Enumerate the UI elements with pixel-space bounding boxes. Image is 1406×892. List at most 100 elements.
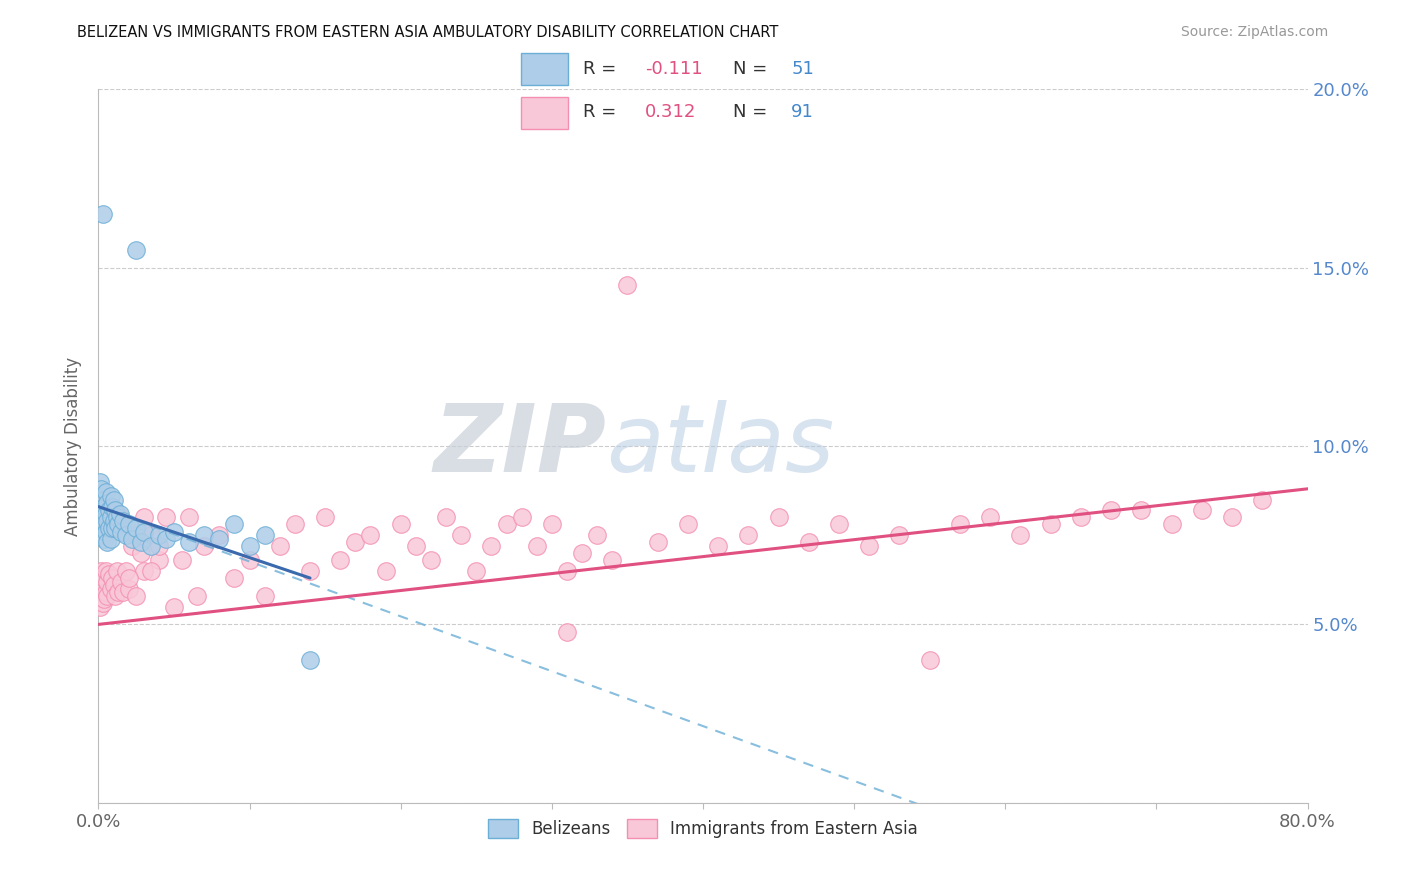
Point (571, 546, 593, 560)
Point (111, 585, 134, 599)
Point (114, 564, 136, 578)
Point (141, 564, 163, 578)
Point (676, 517, 699, 532)
Point (91, 207, 114, 221)
Point (737, 528, 759, 542)
Point (94, 485, 117, 500)
Point (510, 510, 533, 524)
Point (125, 243, 148, 257)
Point (253, 589, 276, 603)
Point (93, 571, 115, 585)
Text: ZIP: ZIP (433, 400, 606, 492)
Point (344, 535, 367, 549)
Point (91, 492, 114, 507)
Point (1099, 503, 1122, 517)
Point (1039, 517, 1062, 532)
Point (91, 528, 114, 542)
Point (208, 532, 231, 546)
Point (129, 535, 152, 549)
Point (768, 510, 790, 524)
Point (434, 510, 457, 524)
Point (299, 564, 322, 578)
Point (208, 528, 231, 542)
Point (132, 564, 155, 578)
Point (179, 535, 201, 549)
Point (89, 475, 111, 489)
Point (103, 492, 125, 507)
Point (555, 624, 578, 639)
Text: 91: 91 (792, 103, 814, 121)
Point (107, 585, 129, 599)
Point (481, 539, 503, 553)
Point (647, 535, 669, 549)
Point (828, 517, 851, 532)
Point (100, 582, 122, 596)
Point (148, 553, 170, 567)
Point (224, 571, 246, 585)
Text: -0.111: -0.111 (645, 60, 703, 78)
Point (1130, 503, 1153, 517)
Point (616, 278, 638, 293)
Point (374, 564, 396, 578)
Point (118, 517, 141, 532)
Point (450, 528, 472, 542)
Point (90, 482, 112, 496)
Text: 0.312: 0.312 (645, 103, 696, 121)
Point (93, 514, 115, 528)
Point (104, 503, 127, 517)
Point (540, 517, 562, 532)
Point (141, 528, 163, 542)
Text: atlas: atlas (606, 401, 835, 491)
Point (405, 539, 427, 553)
Point (101, 500, 124, 514)
Point (93, 532, 115, 546)
Point (314, 510, 336, 524)
Point (105, 564, 128, 578)
Point (1220, 510, 1243, 524)
Point (148, 539, 170, 553)
Point (239, 553, 262, 567)
Point (239, 539, 262, 553)
Text: N =: N = (733, 103, 768, 121)
Point (889, 528, 911, 542)
Point (110, 574, 132, 589)
Point (949, 517, 972, 532)
Point (155, 510, 177, 524)
Point (114, 528, 136, 542)
Point (253, 528, 276, 542)
Text: R =: R = (583, 103, 616, 121)
Point (94, 564, 117, 578)
Point (94, 524, 117, 539)
Point (93, 592, 115, 607)
Point (979, 510, 1001, 524)
Point (797, 535, 820, 549)
Point (858, 539, 880, 553)
Point (155, 532, 177, 546)
Point (94, 507, 117, 521)
Point (121, 539, 143, 553)
Point (94, 585, 117, 599)
Point (103, 578, 125, 592)
Point (1010, 528, 1032, 542)
Point (96, 514, 118, 528)
Point (104, 589, 127, 603)
Point (118, 582, 141, 596)
Point (141, 539, 163, 553)
Point (110, 524, 132, 539)
Point (89, 582, 111, 596)
Point (90, 517, 112, 532)
Point (389, 517, 412, 532)
Point (193, 528, 215, 542)
Point (100, 532, 122, 546)
Point (111, 514, 134, 528)
Point (100, 510, 122, 524)
Point (90, 564, 112, 578)
Point (107, 517, 129, 532)
Point (148, 528, 170, 542)
Point (284, 517, 307, 532)
Point (98, 503, 121, 517)
Point (360, 528, 382, 542)
Point (104, 521, 127, 535)
Point (96, 574, 118, 589)
Text: N =: N = (733, 60, 768, 78)
